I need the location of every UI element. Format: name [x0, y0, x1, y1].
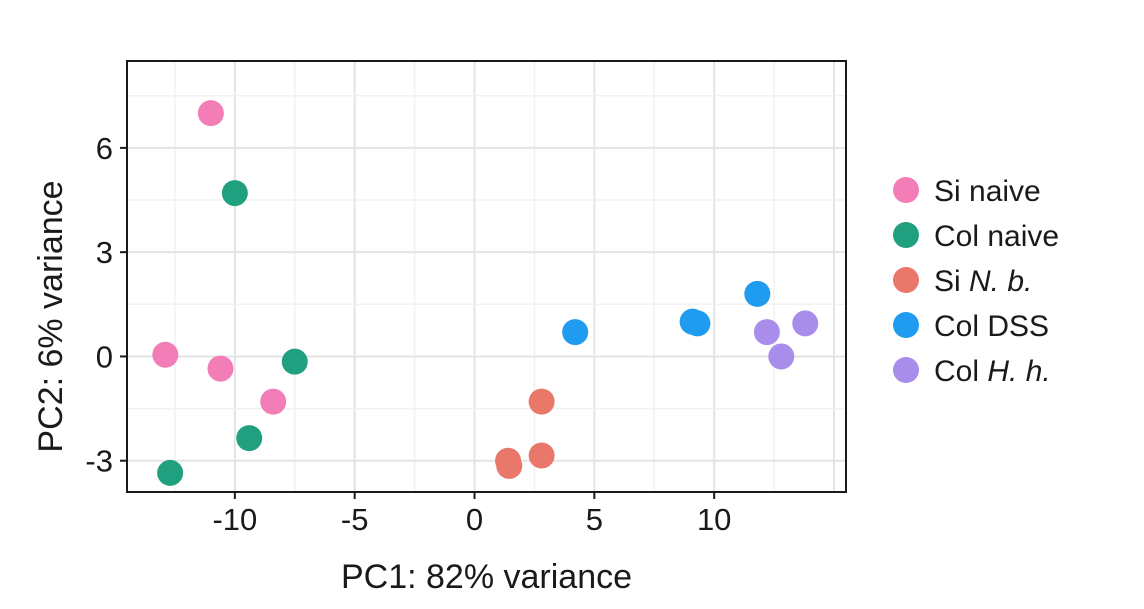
data-point: [197, 100, 224, 127]
plot-border: [126, 60, 847, 493]
data-point: [260, 388, 287, 415]
x-tick-label: -10: [212, 502, 257, 537]
plot-area: [127, 61, 846, 492]
x-tick-label: 0: [466, 502, 483, 537]
data-point: [528, 388, 555, 415]
data-point: [207, 355, 234, 382]
y-axis-title: PC2: 6% variance: [32, 180, 70, 452]
x-tick-label: 10: [697, 502, 731, 537]
y-tick-label: 3: [96, 235, 113, 270]
data-point: [528, 442, 555, 469]
data-point: [792, 310, 819, 337]
y-tick-label: -3: [85, 444, 113, 479]
data-point: [496, 452, 523, 479]
legend-key: [893, 177, 919, 203]
y-axis: -3 0 3 6: [85, 131, 127, 479]
data-point: [744, 280, 771, 307]
y-tick-label: 6: [96, 131, 113, 166]
x-axis-title: PC1: 82% variance: [341, 558, 632, 596]
data-point: [221, 180, 248, 207]
legend-label: Col DSS: [934, 310, 1049, 343]
legend-key: [893, 312, 919, 338]
data-point: [768, 343, 795, 370]
x-tick-label: -5: [341, 502, 369, 537]
y-tick-label: 0: [96, 339, 113, 374]
legend-label: Si naive: [934, 175, 1041, 208]
points-layer: [152, 100, 819, 486]
data-point: [562, 319, 589, 346]
legend-key: [893, 357, 919, 383]
legend-key: [893, 222, 919, 248]
legend: Si naive Col naive Si N. b. Col DSS Col H. h…: [893, 175, 1059, 388]
data-point: [157, 459, 184, 486]
data-point: [684, 310, 711, 337]
data-point: [281, 348, 308, 375]
legend-label: Col naive: [934, 220, 1059, 253]
x-tick-label: 5: [586, 502, 603, 537]
legend-key: [893, 267, 919, 293]
legend-label: Col H. h.: [934, 355, 1051, 388]
data-point: [152, 341, 179, 368]
data-point: [753, 319, 780, 346]
x-axis: -10 -5 0 5 10: [212, 492, 731, 537]
plot-panel: [127, 61, 846, 492]
data-point: [236, 425, 263, 452]
legend-label: Si N. b.: [934, 265, 1032, 298]
